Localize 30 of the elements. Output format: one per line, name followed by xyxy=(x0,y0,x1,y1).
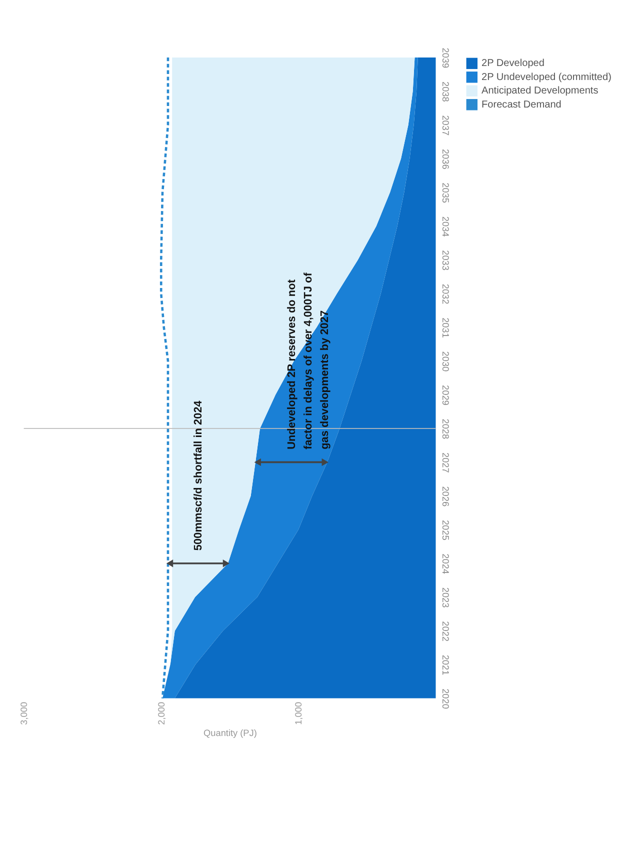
x-tick-label: 1,000 xyxy=(294,702,304,725)
x-tick-label: 2,000 xyxy=(156,702,166,725)
y-tick-label: 2035 xyxy=(440,182,451,204)
annotation: Undeveloped 2P reserves do not factor in delays of over 4,000TJ of gas developments by 2027 xyxy=(286,272,331,450)
y-tick-label: 2020 xyxy=(440,688,451,709)
x-tick-label: 3,000 xyxy=(19,702,30,725)
legend-label: Anticipated Developments xyxy=(482,86,598,97)
y-tick-label: 2025 xyxy=(440,520,451,540)
y-tick-label: 2029 xyxy=(440,385,451,406)
legend-label: 2P Developed xyxy=(482,58,544,70)
y-tick-label: 2036 xyxy=(440,148,451,170)
y-tick-label: 2021 xyxy=(440,654,451,676)
legend-label: Forecast Demand xyxy=(482,99,562,110)
y-tick-label: 2038 xyxy=(440,82,451,102)
y-tick-label: 2033 xyxy=(440,250,451,270)
legend-label: 2P Undeveloped (committed) xyxy=(482,72,612,83)
annotation: 500mmscf/d shortfall in 2024 xyxy=(192,400,205,551)
y-tick-label: 2027 xyxy=(440,452,451,473)
y-tick-label: 2039 xyxy=(440,48,451,68)
y-tick-label: 2024 xyxy=(440,554,451,574)
y-tick-label: 2037 xyxy=(440,115,451,136)
y-tick-label: 2022 xyxy=(440,621,451,642)
y-tick-label: 2026 xyxy=(440,486,451,507)
y-tick-label: 2023 xyxy=(440,587,451,608)
y-tick-label: 2028 xyxy=(440,418,451,440)
y-tick-label: 2032 xyxy=(440,284,451,304)
y-tick-label: 2030 xyxy=(440,351,451,372)
y-tick-label: 2031 xyxy=(440,318,451,338)
y-tick-label: 2034 xyxy=(440,216,451,237)
x-axis-title: Quantity (PJ) xyxy=(204,728,257,738)
